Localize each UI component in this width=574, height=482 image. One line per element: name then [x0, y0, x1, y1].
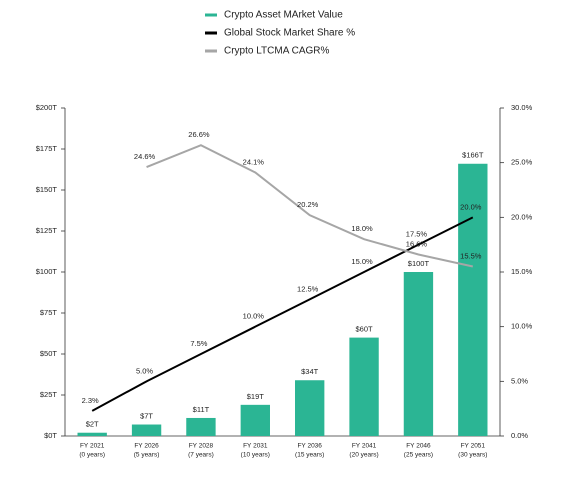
x-tick-sublabel: (15 years)	[295, 452, 324, 459]
line-value-label: 24.6%	[134, 152, 156, 161]
line-value-label: 15.0%	[351, 257, 373, 266]
x-tick-sublabel: (25 years)	[404, 452, 433, 459]
x-tick-sublabel: (7 years)	[188, 452, 214, 459]
x-tick-label: FY 2041	[352, 443, 377, 450]
x-tick-sublabel: (0 years)	[79, 452, 105, 459]
bar	[131, 424, 162, 436]
bar-value-label: $2T	[86, 420, 99, 429]
x-tick-label: FY 2028	[189, 443, 214, 450]
y-tick-label: $200T	[36, 103, 58, 112]
bar	[458, 163, 488, 436]
y-tick-label: $25T	[40, 390, 58, 399]
x-tick-label: FY 2021	[80, 443, 105, 450]
y2-tick-label: 25.0%	[511, 158, 533, 167]
y-tick-label: $75T	[40, 308, 58, 317]
line-value-label: 16.6%	[406, 239, 428, 248]
line-value-label: 20.2%	[297, 200, 319, 209]
bar	[403, 272, 434, 436]
x-tick-label: FY 2046	[406, 443, 431, 450]
x-tick-label: FY 2051	[461, 443, 486, 450]
bar-value-label: $7T	[140, 412, 153, 421]
line-value-label: 5.0%	[136, 366, 153, 375]
bar	[240, 404, 270, 436]
y2-tick-label: 15.0%	[511, 267, 533, 276]
y2-tick-label: 0.0%	[511, 431, 528, 440]
x-tick-label: FY 2031	[243, 443, 268, 450]
bar-value-label: $19T	[247, 392, 265, 401]
line-value-label: 26.6%	[188, 130, 210, 139]
line-value-label: 24.1%	[243, 157, 265, 166]
line-value-label: 18.0%	[351, 224, 373, 233]
y-tick-label: $0T	[44, 431, 57, 440]
line-value-label: 15.5%	[460, 252, 482, 261]
legend-label: Global Stock Market Share %	[224, 28, 355, 39]
y2-tick-label: 5.0%	[511, 376, 528, 385]
bar	[295, 380, 325, 436]
bar-value-label: $100T	[408, 259, 430, 268]
y-tick-label: $150T	[36, 185, 58, 194]
y2-tick-label: 10.0%	[511, 322, 533, 331]
line-value-label: 7.5%	[190, 339, 207, 348]
bar-value-label: $34T	[301, 367, 319, 376]
line-value-label: 2.3%	[82, 396, 99, 405]
line-value-label: 12.5%	[297, 284, 319, 293]
bar-value-label: $166T	[462, 151, 484, 160]
line	[146, 144, 474, 268]
legend-label: Crypto LTCMA CAGR%	[224, 46, 329, 57]
x-tick-sublabel: (10 years)	[241, 452, 270, 459]
y2-tick-label: 30.0%	[511, 103, 533, 112]
line	[91, 216, 474, 412]
line-value-label: 10.0%	[243, 312, 265, 321]
y-tick-label: $100T	[36, 267, 58, 276]
legend-label: Crypto Asset MArket Value	[224, 10, 343, 21]
line-value-label: 20.0%	[460, 202, 482, 211]
line-value-label: 17.5%	[406, 230, 428, 239]
y-tick-label: $50T	[40, 349, 58, 358]
bar-value-label: $11T	[193, 405, 210, 414]
y-tick-label: $175T	[36, 144, 58, 153]
y2-tick-label: 20.0%	[511, 212, 533, 221]
x-tick-sublabel: (30 years)	[458, 452, 487, 459]
x-tick-sublabel: (20 years)	[349, 452, 378, 459]
bar-value-label: $60T	[356, 325, 374, 334]
x-tick-label: FY 2036	[297, 443, 322, 450]
x-tick-sublabel: (5 years)	[134, 452, 160, 459]
x-tick-label: FY 2026	[134, 443, 159, 450]
bar	[349, 337, 379, 436]
bar	[77, 432, 107, 436]
bar	[186, 417, 216, 436]
y-tick-label: $125T	[36, 226, 58, 235]
